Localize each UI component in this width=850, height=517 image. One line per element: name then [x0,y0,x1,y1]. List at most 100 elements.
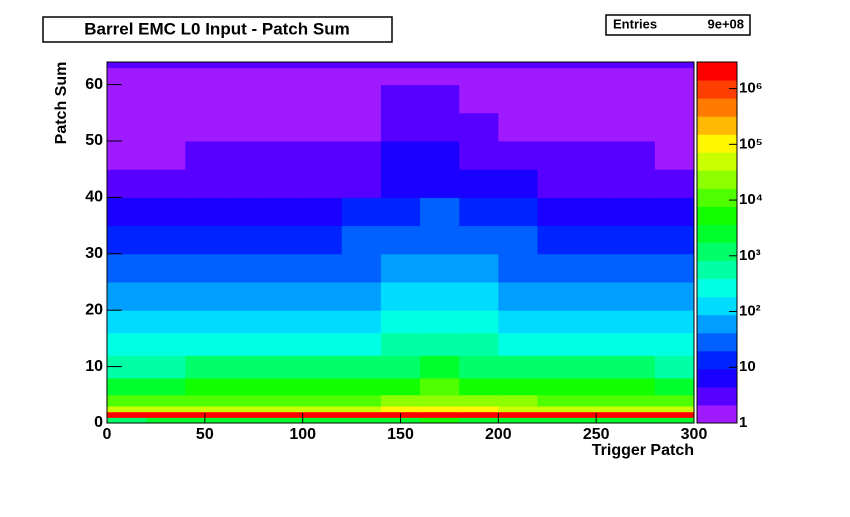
heatmap-cell [185,225,225,255]
heatmap-cell [420,417,460,424]
heatmap-cell [654,225,695,255]
heatmap-cell [341,73,382,86]
heatmap-cell [615,67,656,74]
heatmap-cell [654,406,695,413]
y-tick-label: 10 [85,358,103,375]
color-bar-band [697,260,737,280]
heatmap-cell [263,377,304,396]
heatmap-cell [146,411,186,418]
heatmap-cell [420,377,460,396]
stats-value: 9e+08 [707,16,744,31]
heatmap-cell [302,197,343,227]
heatmap-cell [341,67,382,74]
heatmap-cell [302,62,343,69]
heatmap-cell [185,62,225,69]
color-bar-band [697,170,737,189]
color-bar-band [697,206,737,225]
heatmap-cell [537,377,578,396]
x-tick-label: 200 [485,426,512,443]
color-bar [696,61,738,424]
heatmap-cell [498,112,538,142]
heatmap-cell [654,355,695,379]
heatmap-cell [263,406,304,413]
heatmap-cell [263,67,304,74]
heatmap-cell [576,140,617,170]
heatmap-cell [107,112,147,142]
heatmap-cell [146,84,186,114]
heatmap-cell [263,411,304,418]
heatmap-cell [263,394,304,407]
heatmap-cell [302,411,343,418]
heatmap-cell [341,310,382,334]
color-bar-frame [696,61,738,424]
heatmap-cell [185,355,225,379]
heatmap-cell [263,84,304,114]
heatmap-cell [459,67,499,74]
heatmap-cell [341,197,382,227]
heatmap-cell [224,62,265,69]
title-box [42,16,393,43]
heatmap-cell [498,417,538,424]
heatmap-cell [498,281,538,311]
heatmap-cell [341,332,382,356]
heatmap-cell [107,253,147,283]
heatmap-cell [576,225,617,255]
heatmap-cell [615,417,656,424]
heatmap-cell [107,355,147,379]
heatmap-cell [224,355,265,379]
heatmap-cell [498,73,538,86]
heatmap-cell [420,67,460,74]
heatmap-cell [146,253,186,283]
heatmap-cell [224,332,265,356]
heatmap-cell [185,332,225,356]
x-tick-label: 0 [103,426,112,443]
heatmap-cell [302,310,343,334]
x-tick-label: 150 [387,426,414,443]
heatmap-cell [459,411,499,418]
heatmap-cell [615,84,656,114]
heatmap-cell [380,281,421,311]
heatmap-cell [576,197,617,227]
heatmap-cell [459,169,499,198]
heatmap-cell [654,197,695,227]
heatmap-cell [380,394,421,407]
heatmap-cell [224,84,265,114]
y-tick-label: 50 [85,132,103,149]
heatmap-cell [498,84,538,114]
y-tick-label: 20 [85,301,103,318]
heatmap-cell [537,67,578,74]
heatmap-cell [576,281,617,311]
heatmap-cell [459,406,499,413]
heatmap-cell [380,197,421,227]
heatmap-cell [498,310,538,334]
heatmap-cell [576,377,617,396]
heatmap-cell [146,394,186,407]
heatmap-cell [185,73,225,86]
heatmap-cell [615,281,656,311]
heatmap-cell [498,411,538,418]
heatmap-cell [654,73,695,86]
heatmap-cell [107,406,147,413]
heatmap-cell [654,411,695,418]
heatmap-cell [380,62,421,69]
heatmap-cell [302,406,343,413]
heatmap-cell [263,310,304,334]
heatmap-cell [576,310,617,334]
heatmap-cell [263,140,304,170]
heatmap-cell [146,355,186,379]
color-bar-band [697,314,737,334]
heatmap-cell [615,73,656,86]
heatmap-cell [654,169,695,198]
color-bar-band [697,404,737,424]
heatmap-cell [380,67,421,74]
heatmap-cell [420,112,460,142]
color-bar-band [697,152,737,171]
heatmap-cell [459,73,499,86]
heatmap-cell [420,332,460,356]
heatmap-cell [263,281,304,311]
heatmap-cell [341,406,382,413]
heatmap-cell [498,406,538,413]
y-axis-title: Patch Sum [53,62,70,145]
heatmap-cell [185,253,225,283]
